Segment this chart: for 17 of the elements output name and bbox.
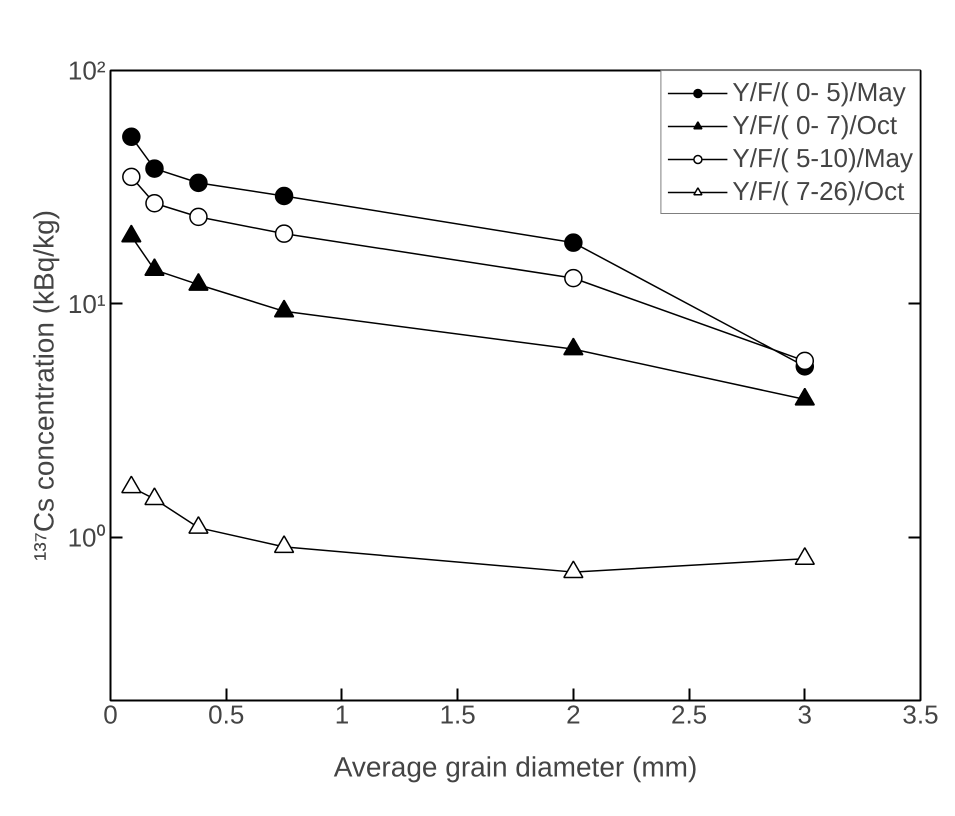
x-tick-label: 2.5	[671, 700, 708, 730]
legend-label: Y/F/( 5-10)/May	[732, 143, 913, 174]
y-tick-label: 10¹	[68, 288, 106, 319]
x-tick-label: 3.5	[902, 700, 939, 730]
y-tick-label: 10⁰	[68, 522, 106, 552]
x-tick-label: 1	[334, 700, 350, 730]
x-tick-label: 0	[103, 700, 118, 730]
y-tick-label: 10²	[68, 56, 106, 86]
x-axis-title: Average grain diameter (mm)	[334, 752, 698, 782]
legend-label: Y/F/( 0- 5)/May	[732, 77, 906, 108]
legend-label: Y/F/( 0- 7)/Oct	[732, 110, 898, 141]
legend-label: Y/F/( 7-26)/Oct	[732, 176, 904, 207]
y-axis-title: ¹³⁷Cs concentration (kBq/kg)	[28, 210, 60, 561]
x-tick-label: 2	[566, 700, 581, 730]
x-tick-label: 3	[798, 700, 812, 730]
x-tick-label: 0.5	[208, 700, 244, 730]
x-tick-label: 1.5	[440, 700, 476, 730]
